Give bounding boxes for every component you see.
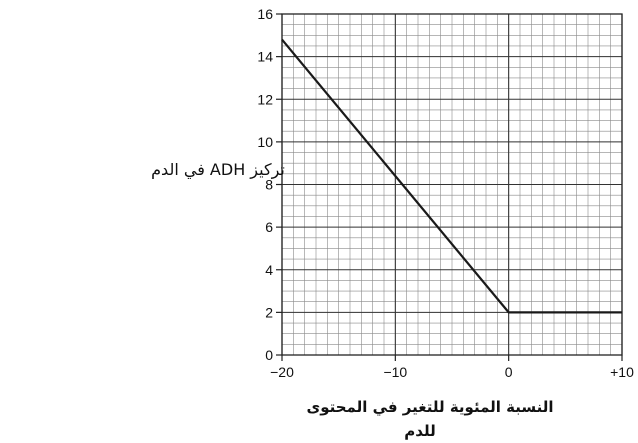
y-tick-label: 2: [265, 304, 273, 320]
y-tick-label: 8: [265, 177, 273, 193]
series-line: [281, 38, 622, 314]
axis-ticks: [276, 13, 623, 361]
x-tick-labels: −20 −10 0 +10: [270, 364, 634, 380]
x-axis-title-line2: للدم: [404, 422, 435, 440]
x-tick-label: −20: [270, 364, 294, 380]
y-tick-label: 10: [257, 134, 273, 150]
x-axis-title-line1: النسبة المئوية للتغير في المحتوى: [306, 398, 553, 416]
y-tick-label: 16: [257, 6, 273, 22]
y-tick-labels: 0 2 4 6 8 10 12 14 16: [257, 6, 273, 363]
series-layer: [281, 38, 622, 314]
x-tick-label: +10: [610, 364, 634, 380]
y-tick-label: 6: [265, 219, 273, 235]
y-tick-label: 14: [257, 49, 273, 65]
y-tick-label: 4: [265, 262, 273, 278]
x-tick-label: −10: [383, 364, 407, 380]
y-axis-title: تركيز ADH في الدم: [151, 160, 285, 180]
y-tick-label: 0: [265, 347, 273, 363]
x-tick-label: 0: [505, 364, 513, 380]
y-tick-label: 12: [257, 91, 273, 107]
